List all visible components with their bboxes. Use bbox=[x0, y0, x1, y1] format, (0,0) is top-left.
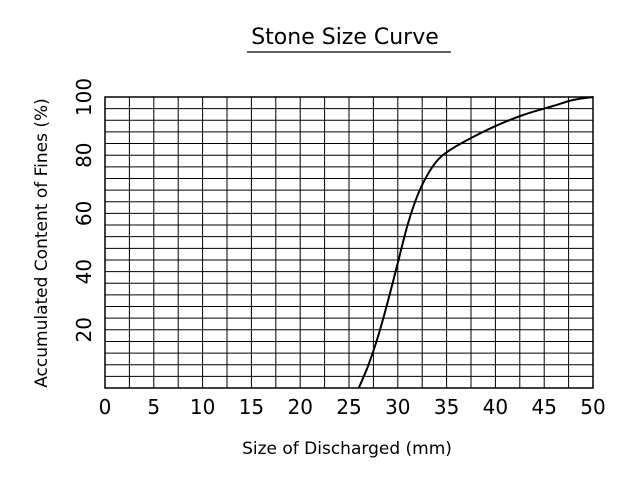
y-axis-label: Accumulated Content of Fines (%) bbox=[32, 98, 52, 388]
chart-title: Stone Size Curve bbox=[251, 25, 439, 50]
y-tick-label: 40 bbox=[72, 259, 96, 284]
x-tick-label: 45 bbox=[531, 395, 556, 419]
x-axis-label: Size of Discharged (mm) bbox=[242, 439, 452, 459]
x-tick-label: 15 bbox=[239, 395, 264, 419]
x-tick-label: 10 bbox=[190, 395, 215, 419]
grading-curve bbox=[357, 96, 594, 389]
y-tick-label: 60 bbox=[72, 201, 96, 226]
grid bbox=[105, 97, 593, 388]
x-tick-label: 50 bbox=[580, 395, 605, 419]
y-tick-label: 100 bbox=[72, 78, 96, 116]
x-tick-label: 20 bbox=[287, 395, 312, 419]
y-tick-labels: 20 40 60 80 100 bbox=[72, 78, 96, 343]
x-tick-label: 40 bbox=[483, 395, 508, 419]
y-tick-label: 20 bbox=[72, 317, 96, 342]
x-tick-label: 5 bbox=[147, 395, 160, 419]
x-tick-label: 25 bbox=[336, 395, 361, 419]
x-tick-label: 0 bbox=[99, 395, 112, 419]
plot-frame bbox=[104, 96, 594, 389]
x-tick-labels: 0 5 10 15 20 25 30 35 40 45 50 bbox=[99, 395, 606, 419]
x-tick-label: 35 bbox=[434, 395, 459, 419]
y-tick-label: 80 bbox=[72, 142, 96, 167]
x-tick-label: 30 bbox=[385, 395, 410, 419]
